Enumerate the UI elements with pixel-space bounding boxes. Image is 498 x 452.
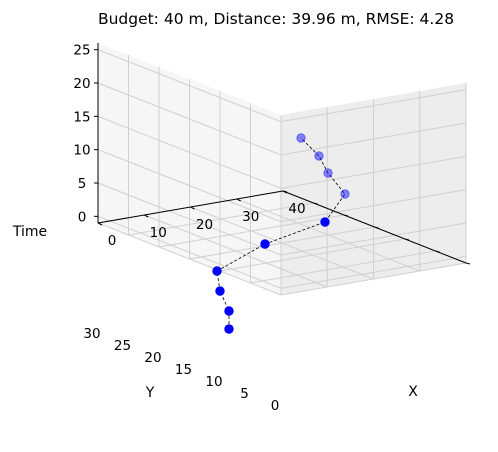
x-axis-label: X xyxy=(408,384,418,400)
data-point xyxy=(260,239,270,249)
data-point xyxy=(215,286,225,296)
data-point xyxy=(340,189,350,199)
z-tick-label: 10 xyxy=(73,143,90,159)
data-point xyxy=(296,133,306,143)
x-tick-mark xyxy=(236,198,241,202)
chart-title: Budget: 40 m, Distance: 39.96 m, RMSE: 4… xyxy=(98,10,454,28)
y-tick-label: 10 xyxy=(205,374,222,390)
data-point xyxy=(224,306,234,316)
x-tick-label: 40 xyxy=(288,201,305,217)
data-point xyxy=(212,266,222,276)
grid-line xyxy=(97,82,282,156)
grid-line xyxy=(280,89,467,123)
y-tick-mark xyxy=(282,190,288,193)
y-tick-label: 25 xyxy=(114,338,131,354)
tick-labels: 0 10 20 30 40 0 5 10 15 20 25 30 0 5 10 15 20 25 xyxy=(73,43,305,414)
grid-line xyxy=(97,115,282,189)
y-tick-label: 5 xyxy=(240,386,249,402)
grid-line xyxy=(97,49,282,123)
trajectory-path xyxy=(216,137,346,329)
z-tick-label: 25 xyxy=(73,43,90,59)
trajectory-line xyxy=(216,137,346,329)
x-tick-label: 10 xyxy=(150,225,167,241)
x-tick-label: 0 xyxy=(108,233,117,249)
grid-line xyxy=(158,214,345,248)
data-points xyxy=(212,133,350,334)
axis-panes xyxy=(98,43,466,295)
grid-line xyxy=(128,202,314,236)
grid-line xyxy=(280,189,467,223)
data-point xyxy=(224,324,234,334)
y-tick-mark xyxy=(404,238,410,241)
grid-line xyxy=(280,122,467,156)
z-tick-label: 20 xyxy=(73,76,90,92)
z-axis-label: Time xyxy=(12,224,47,240)
grid-line xyxy=(189,226,375,260)
grid-line xyxy=(280,222,467,256)
y-tick-mark xyxy=(435,250,440,253)
x-tick-mark xyxy=(97,222,103,226)
y-tick-mark xyxy=(343,214,349,217)
x-tick-label: 20 xyxy=(196,217,213,233)
z-tick-label: 0 xyxy=(78,209,87,225)
grid-line xyxy=(97,182,282,256)
data-point xyxy=(314,151,324,161)
y-axis-label: Y xyxy=(145,385,155,401)
y-tick-label: 15 xyxy=(175,362,192,378)
y-tick-mark xyxy=(465,262,471,265)
y-tick-mark xyxy=(374,226,379,229)
z-tick-label: 5 xyxy=(78,176,87,192)
grid-line xyxy=(97,215,282,289)
data-point xyxy=(323,168,333,178)
grid-line xyxy=(280,155,467,189)
y-tick-label: 30 xyxy=(83,326,100,342)
axis-lines xyxy=(94,43,471,265)
grid-line xyxy=(280,262,467,296)
grid-line xyxy=(280,255,467,289)
y-tick-label: 0 xyxy=(271,398,280,414)
x-tick-mark xyxy=(190,206,195,210)
y-tick-label: 20 xyxy=(144,350,161,366)
x-tick-label: 30 xyxy=(242,209,259,225)
grid-line xyxy=(97,149,282,223)
grid-line xyxy=(219,238,406,272)
y-tick-mark xyxy=(313,202,318,205)
x-tick-mark xyxy=(144,214,149,218)
grid-line xyxy=(250,250,436,284)
data-point xyxy=(320,217,330,227)
z-tick-label: 15 xyxy=(73,109,90,125)
